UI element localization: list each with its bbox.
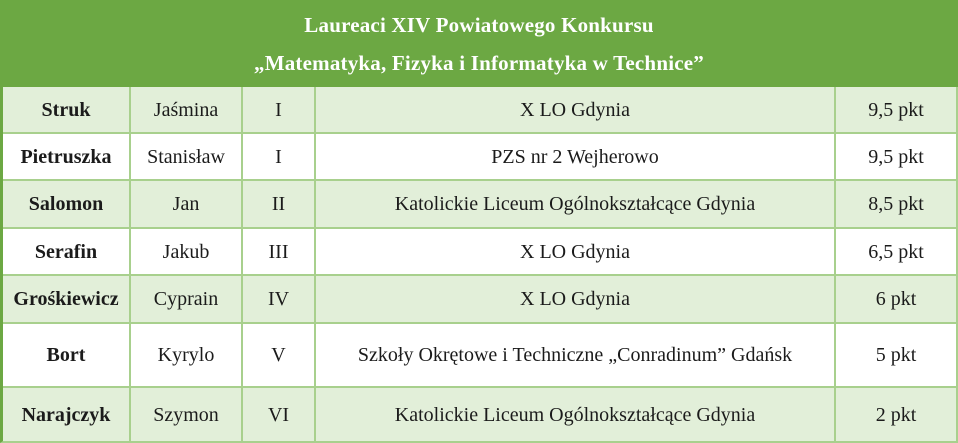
cell-school: PZS nr 2 Wejherowo bbox=[316, 134, 834, 179]
cell-score: 6,5 pkt bbox=[836, 229, 956, 274]
cell-place: IV bbox=[243, 276, 314, 322]
cell-last-name: Serafin bbox=[3, 229, 129, 274]
cell-score: 9,5 pkt bbox=[836, 134, 956, 179]
cell-last-name: Struk bbox=[3, 87, 129, 132]
cell-first-name: Stanisław bbox=[131, 134, 241, 179]
cell-first-name: Kyrylo bbox=[131, 324, 241, 386]
cell-place: I bbox=[243, 87, 314, 132]
cell-first-name: Cyprain bbox=[131, 276, 241, 322]
cell-score: 5 pkt bbox=[836, 324, 956, 386]
cell-score: 8,5 pkt bbox=[836, 181, 956, 227]
cell-school: Katolickie Liceum Ogólnokształcące Gdyni… bbox=[316, 181, 834, 227]
cell-school: X LO Gdynia bbox=[316, 87, 834, 132]
title-line-1: Laureaci XIV Powiatowego Konkursu bbox=[304, 12, 654, 37]
cell-score: 2 pkt bbox=[836, 388, 956, 441]
cell-place: II bbox=[243, 181, 314, 227]
table-title: Laureaci XIV Powiatowego Konkursu „Matem… bbox=[0, 0, 958, 87]
cell-place: I bbox=[243, 134, 314, 179]
cell-first-name: Jaśmina bbox=[131, 87, 241, 132]
cell-score: 9,5 pkt bbox=[836, 87, 956, 132]
cell-first-name: Jakub bbox=[131, 229, 241, 274]
cell-school: Katolickie Liceum Ogólnokształcące Gdyni… bbox=[316, 388, 834, 441]
cell-school: X LO Gdynia bbox=[316, 276, 834, 322]
cell-last-name: Grośkiewicz bbox=[3, 276, 129, 322]
cell-school: X LO Gdynia bbox=[316, 229, 834, 274]
cell-score: 6 pkt bbox=[836, 276, 956, 322]
cell-first-name: Jan bbox=[131, 181, 241, 227]
cell-last-name: Bort bbox=[3, 324, 129, 386]
title-line-2: „Matematyka, Fizyka i Informatyka w Tech… bbox=[254, 50, 704, 75]
cell-place: VI bbox=[243, 388, 314, 441]
cell-school: Szkoły Okrętowe i Techniczne „Conradinum… bbox=[316, 324, 834, 386]
cell-first-name: Szymon bbox=[131, 388, 241, 441]
cell-last-name: Narajczyk bbox=[3, 388, 129, 441]
cell-last-name: Salomon bbox=[3, 181, 129, 227]
cell-last-name: Pietruszka bbox=[3, 134, 129, 179]
laureates-table: Struk Jaśmina I X LO Gdynia 9,5 pkt Piet… bbox=[0, 87, 958, 443]
cell-place: V bbox=[243, 324, 314, 386]
cell-place: III bbox=[243, 229, 314, 274]
